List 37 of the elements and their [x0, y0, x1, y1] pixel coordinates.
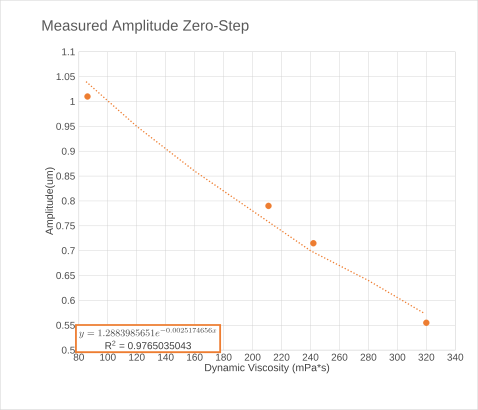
y-tick-label: 1.05: [56, 73, 75, 80]
x-tick-label: 260: [332, 354, 348, 361]
y-tick-label: 0.7: [62, 247, 75, 254]
y-tick-label: 0.5: [62, 346, 75, 354]
annotation: $y = 1.2883985651e^{-0.0025174656x}$: [79, 328, 216, 338]
x-tick-label: 120: [129, 354, 145, 361]
x-tick-label: 160: [187, 354, 203, 361]
annotation: R$^{2}$ = 0.9765035043: [105, 340, 191, 350]
y-tick-label: 0.55: [56, 322, 75, 329]
point: [423, 320, 430, 326]
y-tick-label: 0.95: [56, 122, 75, 130]
line-series: [85, 80, 424, 314]
y-tick-label: 0.6: [62, 296, 75, 304]
x-tick-label: 100: [100, 354, 116, 361]
y-tick-label: 0.65: [56, 272, 75, 280]
y-tick-label: 0.85: [56, 172, 75, 180]
chart-title: Measured Amplitude Zero-Step: [42, 20, 249, 34]
x-tick-label: 140: [158, 354, 174, 361]
x-axis-title: Dynamic Viscosity (mPa*s): [205, 364, 330, 374]
point: [84, 93, 91, 100]
y-tick-label: 0.9: [62, 148, 75, 155]
y-tick-label: 0.8: [62, 197, 75, 205]
x-tick-label: 220: [274, 354, 290, 361]
y-tick-label: 1: [70, 98, 75, 105]
y-tick-label: 1.1: [62, 48, 75, 56]
x-tick-label: 80: [74, 354, 84, 361]
y-axis-title: Amplitude(um): [45, 168, 56, 236]
x-tick-label: 200: [244, 354, 260, 361]
x-tick-label: 180: [216, 354, 232, 361]
point: [310, 240, 317, 246]
y-tick-label: 0.75: [56, 222, 75, 230]
x-tick-label: 300: [389, 354, 406, 361]
x-tick-label: 240: [302, 354, 318, 361]
x-tick-label: 340: [447, 354, 464, 361]
point: [265, 202, 272, 210]
x-tick-label: 320: [418, 354, 434, 361]
x-tick-label: 280: [360, 354, 376, 361]
